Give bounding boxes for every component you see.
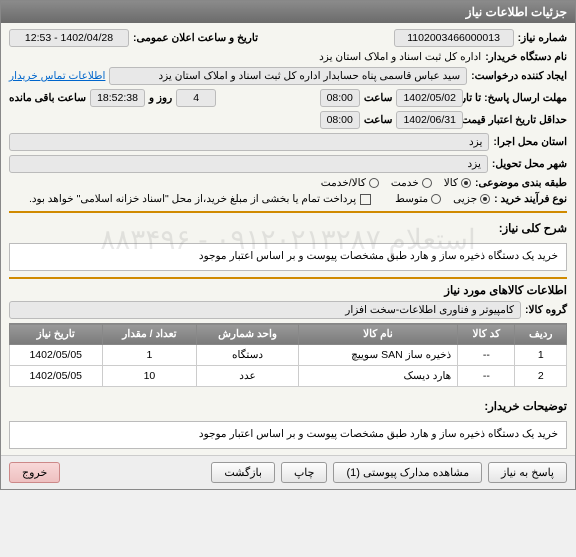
row-group: گروه کالا: کامپیوتر و فناوری اطلاعات-سخت…	[9, 301, 567, 319]
contact-link[interactable]: اطلاعات تماس خریدار	[9, 70, 105, 82]
announce-value: 1402/04/28 - 12:53	[9, 29, 129, 47]
process-label: نوع فرآیند خرید :	[494, 193, 567, 205]
items-tbody: 1 -- ذخیره ساز SAN سوییچ دستگاه 1 1402/0…	[10, 345, 567, 387]
request-no-value: 1102003466000013	[394, 29, 514, 47]
need-title-label: شرح کلی نیاز:	[499, 221, 567, 235]
requester-label: ایجاد کننده درخواست:	[471, 70, 567, 82]
table-row[interactable]: 1 -- ذخیره ساز SAN سوییچ دستگاه 1 1402/0…	[10, 345, 567, 366]
buyer-org-value: اداره کل ثبت اسناد و املاک استان یزد	[319, 51, 481, 63]
divider-1	[9, 211, 567, 213]
th-code: کد کالا	[458, 324, 515, 345]
validity-hour-label: ساعت	[364, 114, 393, 126]
validity-date: 1402/06/31	[396, 111, 463, 129]
delivery-city-value: یزد	[9, 155, 488, 173]
exit-button[interactable]: خروج	[9, 462, 60, 483]
row-requester: ایجاد کننده درخواست: سید عباس قاسمی پناه…	[9, 67, 567, 85]
attachments-button[interactable]: مشاهده مدارک پیوستی (1)	[333, 462, 482, 483]
row-buyer-desc: توضیحات خریدار:	[9, 395, 567, 417]
subject-class-group: کالا خدمت کالا/خدمت	[321, 177, 471, 189]
th-qty: تعداد / مقدار	[102, 324, 197, 345]
reply-button[interactable]: پاسخ به نیاز	[488, 462, 567, 483]
validity-label: حداقل تاریخ اعتبار قیمت: تا تاریخ:	[467, 114, 567, 126]
window-body: استعلام ۰۹۱۲۰۲۱۳۲۸۷ - ۸۸۳۴۹۶ شماره نیاز:…	[1, 23, 575, 455]
requester-value: سید عباس قاسمی پناه حسابدار اداره کل ثبت…	[109, 67, 467, 85]
days-count: 4	[176, 89, 216, 107]
radio-service[interactable]: خدمت	[391, 177, 432, 189]
row-subject-class: طبقه بندی موضوعی: کالا خدمت کالا/خدمت	[9, 177, 567, 189]
deadline-label: مهلت ارسال پاسخ: تا تاریخ:	[467, 92, 567, 104]
validity-hour: 08:00	[320, 111, 360, 129]
payment-note: پرداخت تمام یا بخشی از مبلغ خرید،از محل …	[29, 193, 356, 205]
deadline-time: 18:52:38	[90, 89, 145, 107]
buyer-desc-label: توضیحات خریدار:	[484, 399, 567, 413]
row-process: نوع فرآیند خرید : جزیی متوسط پرداخت تمام…	[9, 193, 567, 205]
radio-both[interactable]: کالا/خدمت	[321, 177, 379, 189]
process-group: جزیی متوسط	[395, 193, 490, 205]
th-date: تاریخ نیاز	[10, 324, 103, 345]
group-value: کامپیوتر و فناوری اطلاعات-سخت افزار	[9, 301, 521, 319]
delivery-city-label: شهر محل تحویل:	[492, 158, 567, 170]
row-request-announce: شماره نیاز: 1102003466000013 تاریخ و ساع…	[9, 29, 567, 47]
exec-province-label: استان محل اجرا:	[493, 136, 567, 148]
goods-section-title: اطلاعات کالاهای مورد نیاز	[9, 283, 567, 297]
deadline-hour-label: ساعت	[364, 92, 393, 104]
exec-province-value: یزد	[9, 133, 489, 151]
watermark: استعلام ۰۹۱۲۰۲۱۳۲۸۷ - ۸۸۳۴۹۶	[1, 23, 575, 455]
th-name: نام کالا	[298, 324, 458, 345]
subject-class-label: طبقه بندی موضوعی:	[475, 177, 567, 189]
buyer-org-label: نام دستگاه خریدار:	[485, 51, 567, 63]
radio-medium[interactable]: متوسط	[395, 193, 441, 205]
row-exec-province: استان محل اجرا: یزد	[9, 133, 567, 151]
th-unit: واحد شمارش	[197, 324, 298, 345]
deadline-date: 1402/05/02	[396, 89, 463, 107]
row-deadline: مهلت ارسال پاسخ: تا تاریخ: 1402/05/02 سا…	[9, 89, 567, 107]
divider-2	[9, 277, 567, 279]
row-need-title: شرح کلی نیاز:	[9, 217, 567, 239]
th-row: ردیف	[515, 324, 567, 345]
details-window: جزئیات اطلاعات نیاز استعلام ۰۹۱۲۰۲۱۳۲۸۷ …	[0, 0, 576, 490]
radio-partial[interactable]: جزیی	[453, 193, 490, 205]
window-title: جزئیات اطلاعات نیاز	[1, 1, 575, 23]
footer-bar: پاسخ به نیاز مشاهده مدارک پیوستی (1) چاپ…	[1, 455, 575, 489]
request-no-label: شماره نیاز:	[518, 32, 567, 44]
radio-goods[interactable]: کالا	[444, 177, 471, 189]
print-button[interactable]: چاپ	[281, 462, 328, 483]
items-thead: ردیف کد کالا نام کالا واحد شمارش تعداد /…	[10, 324, 567, 345]
row-delivery-city: شهر محل تحویل: یزد	[9, 155, 567, 173]
items-table: ردیف کد کالا نام کالا واحد شمارش تعداد /…	[9, 323, 567, 387]
group-label: گروه کالا:	[525, 304, 567, 316]
deadline-hour: 08:00	[320, 89, 360, 107]
buyer-desc-box: خرید یک دستگاه ذخیره ساز و هارد طبق مشخص…	[9, 421, 567, 449]
table-row[interactable]: 2 -- هارد دیسک عدد 10 1402/05/05	[10, 366, 567, 387]
row-validity: حداقل تاریخ اعتبار قیمت: تا تاریخ: 1402/…	[9, 111, 567, 129]
announce-label: تاریخ و ساعت اعلان عمومی:	[133, 32, 258, 44]
days-word: روز و	[149, 92, 172, 104]
back-button[interactable]: بازگشت	[211, 462, 275, 483]
treasury-checkbox[interactable]	[360, 194, 371, 205]
days-remaining: ساعت باقی مانده	[9, 92, 86, 104]
row-buyer-org: نام دستگاه خریدار: اداره کل ثبت اسناد و …	[9, 51, 567, 63]
need-title-box: خرید یک دستگاه ذخیره ساز و هارد طبق مشخص…	[9, 243, 567, 271]
